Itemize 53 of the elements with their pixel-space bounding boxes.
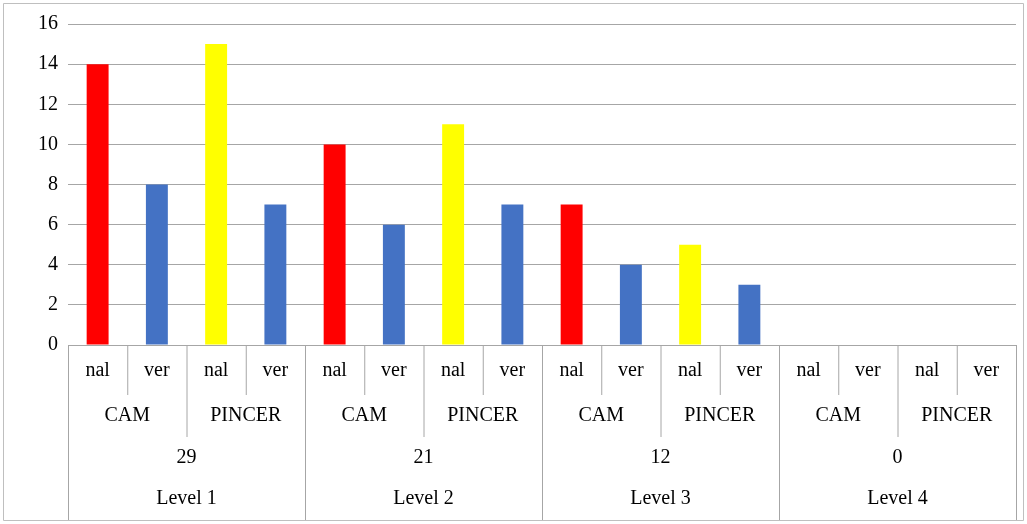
text: PINCER	[210, 403, 282, 426]
x-tick-label: nal	[677, 358, 703, 381]
bar	[205, 44, 228, 345]
x-tick-label: nal	[322, 358, 348, 381]
x-tick-label: nal	[85, 358, 111, 381]
x-tick-label: ver	[381, 358, 407, 381]
text: 21	[413, 444, 434, 467]
y-tick-label: 14	[38, 51, 58, 74]
x-tick-label: ver	[973, 358, 1000, 381]
bar	[560, 204, 583, 345]
y-tick-label: 0	[48, 332, 58, 355]
y-tick-label: 4	[48, 252, 58, 274]
text: 29	[176, 444, 197, 467]
y-tick-label: 8	[48, 171, 58, 194]
bar	[145, 184, 168, 345]
bar	[501, 204, 524, 345]
text: Level 2	[393, 486, 454, 509]
bar	[86, 64, 109, 345]
text: CAM	[815, 403, 862, 426]
x-tick-label: nal	[440, 358, 466, 381]
bar	[619, 264, 642, 345]
y-tick-label: 2	[48, 292, 58, 315]
bar	[382, 224, 405, 345]
text: PINCER	[447, 403, 519, 426]
text: PINCER	[921, 403, 993, 426]
text: CAM	[341, 403, 388, 426]
text: 12	[650, 444, 671, 467]
bar	[442, 124, 465, 345]
x-tick-label: ver	[618, 358, 644, 381]
bar	[738, 284, 761, 345]
x-tick-label: nal	[559, 358, 585, 381]
bar	[679, 244, 702, 345]
y-tick-label: 10	[38, 131, 58, 154]
bar	[264, 204, 287, 345]
x-tick-label: ver	[144, 358, 170, 381]
x-tick-label: ver	[855, 358, 881, 381]
bar	[323, 144, 346, 345]
x-tick-label: ver	[736, 358, 763, 381]
text: Level 1	[156, 486, 217, 509]
text: CAM	[104, 403, 151, 426]
text: CAM	[578, 403, 625, 426]
x-tick-label: nal	[796, 358, 822, 381]
y-tick-label: 12	[38, 91, 58, 114]
text: Level 3	[630, 486, 691, 509]
x-tick-label: ver	[262, 358, 289, 381]
y-tick-label: 6	[48, 211, 58, 234]
text: 0	[892, 444, 903, 467]
text: Level 4	[867, 486, 928, 509]
x-tick-label: ver	[499, 358, 526, 381]
y-tick-label: 16	[38, 11, 58, 34]
x-tick-label: nal	[203, 358, 229, 381]
text: PINCER	[684, 403, 756, 426]
x-tick-label: nal	[914, 358, 940, 381]
